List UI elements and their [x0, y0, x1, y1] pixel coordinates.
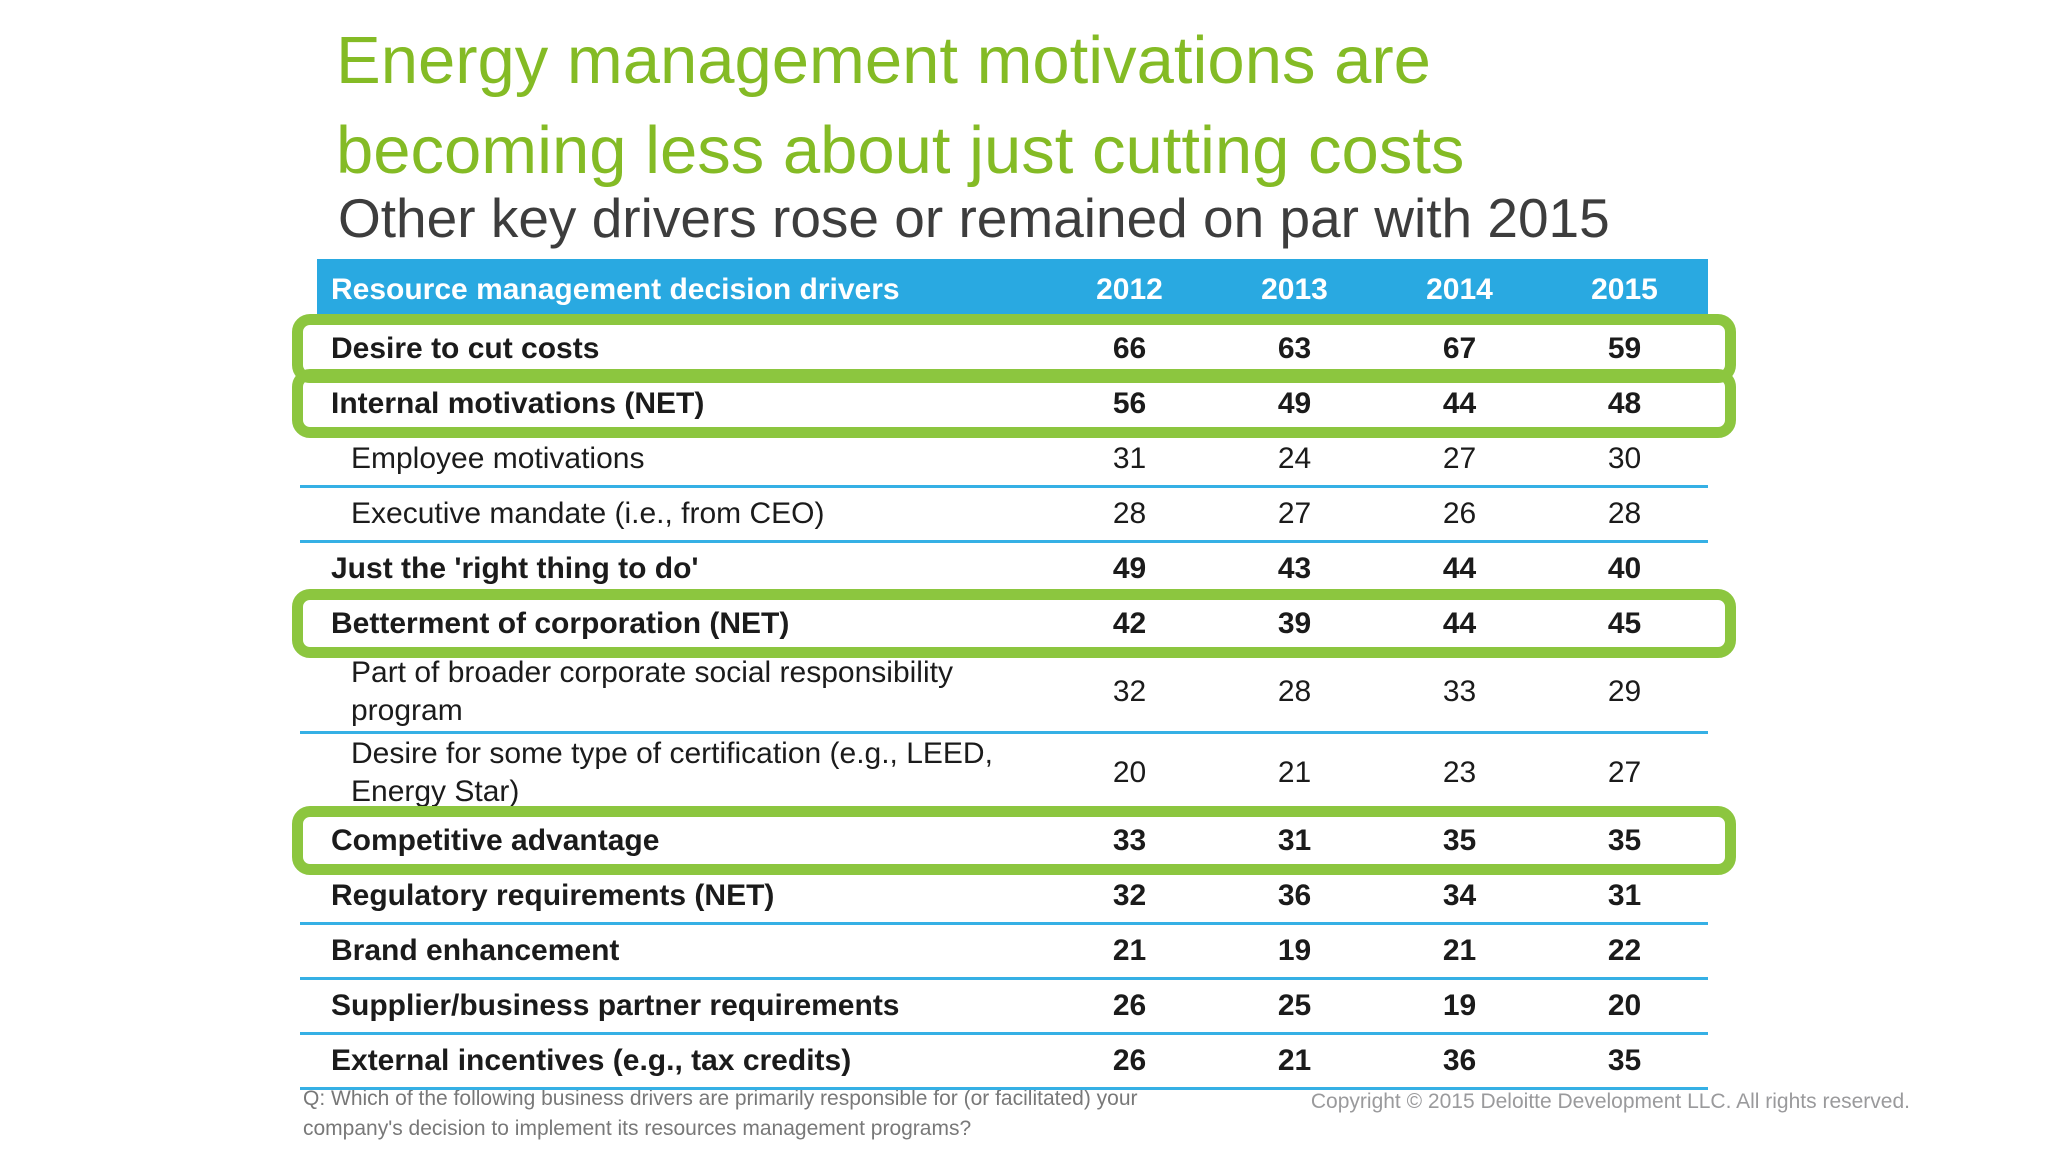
- row-value: 21: [1277, 1043, 1312, 1077]
- row-value: 21: [1277, 755, 1312, 789]
- decision-drivers-table: Resource management decision drivers 201…: [292, 259, 1736, 1090]
- row-value: 22: [1607, 933, 1642, 967]
- table-header-row: Resource management decision drivers 201…: [317, 259, 1708, 321]
- row-label: Brand enhancement: [331, 933, 620, 967]
- row-value: 21: [1442, 933, 1477, 967]
- row-value: 24: [1277, 441, 1312, 475]
- row-value: 67: [1442, 331, 1477, 365]
- row-value: 27: [1442, 441, 1477, 475]
- row-value: 32: [1112, 878, 1147, 912]
- row-label: Supplier/business partner requirements: [331, 988, 900, 1022]
- row-value: 26: [1112, 1043, 1147, 1077]
- row-label: Regulatory requirements (NET): [331, 878, 775, 912]
- table-row: Brand enhancement 21 19 21 22: [300, 923, 1708, 980]
- row-value: 49: [1277, 386, 1312, 420]
- row-value: 20: [1112, 755, 1147, 789]
- row-value: 25: [1277, 988, 1312, 1022]
- row-value: 35: [1607, 823, 1642, 857]
- row-value: 59: [1607, 331, 1642, 365]
- row-value: 29: [1607, 674, 1642, 708]
- row-value: 33: [1442, 674, 1477, 708]
- slide-subtitle: Other key drivers rose or remained on pa…: [338, 187, 1610, 249]
- row-value: 26: [1112, 988, 1147, 1022]
- table-row: Executive mandate (i.e., from CEO) 28 27…: [300, 486, 1708, 543]
- row-value: 26: [1442, 496, 1477, 530]
- survey-question-footnote: Q: Which of the following business drive…: [303, 1087, 1138, 1140]
- slide-title-line2: becoming less about just cutting costs: [336, 113, 1465, 188]
- row-value: 44: [1442, 386, 1477, 420]
- table-header-year-2013: 2013: [1261, 273, 1328, 306]
- table-row: Internal motivations (NET) 56 49 44 48: [292, 369, 1736, 438]
- slide-title-line1: Energy management motivations are: [336, 23, 1431, 98]
- row-label: Desire to cut costs: [331, 331, 600, 365]
- row-value: 35: [1442, 823, 1477, 857]
- row-value: 43: [1277, 551, 1312, 585]
- table-row: Just the 'right thing to do' 49 43 44 40: [317, 541, 1708, 596]
- row-value: 35: [1607, 1043, 1642, 1077]
- row-label: Internal motivations (NET): [331, 386, 705, 420]
- row-value: 48: [1607, 386, 1642, 420]
- row-value: 49: [1112, 551, 1147, 585]
- row-value: 27: [1607, 755, 1642, 789]
- row-value: 44: [1442, 606, 1477, 640]
- table-row: Supplier/business partner requirements 2…: [300, 978, 1708, 1035]
- table-row: Betterment of corporation (NET) 42 39 44…: [292, 589, 1736, 658]
- table-row: Regulatory requirements (NET) 32 36 34 3…: [300, 868, 1708, 925]
- table-row: Employee motivations 31 24 27 30: [300, 431, 1708, 488]
- row-value: 28: [1112, 496, 1147, 530]
- table-header-year-2014: 2014: [1426, 273, 1493, 306]
- row-value: 33: [1112, 823, 1147, 857]
- row-value: 66: [1112, 331, 1147, 365]
- table-header-year-2015: 2015: [1591, 273, 1658, 306]
- row-value: 28: [1607, 496, 1642, 530]
- row-value: 31: [1112, 441, 1147, 475]
- row-value: 20: [1607, 988, 1642, 1022]
- table-row: Part of broader corporate social respons…: [300, 651, 1708, 734]
- row-value: 36: [1442, 1043, 1477, 1077]
- table-header-label: Resource management decision drivers: [331, 273, 900, 306]
- row-value: 56: [1112, 386, 1147, 420]
- row-value: 32: [1112, 674, 1147, 708]
- row-value: 30: [1607, 441, 1642, 475]
- row-value: 19: [1442, 988, 1477, 1022]
- row-value: 31: [1607, 878, 1642, 912]
- row-value: 31: [1277, 823, 1312, 857]
- row-value: 39: [1277, 606, 1312, 640]
- row-value: 40: [1607, 551, 1642, 585]
- row-value: 27: [1277, 496, 1312, 530]
- row-value: 34: [1442, 878, 1477, 912]
- row-label: Just the 'right thing to do': [331, 551, 699, 585]
- row-label: External incentives (e.g., tax credits): [331, 1043, 852, 1077]
- copyright-notice: Copyright © 2015 Deloitte Development LL…: [1310, 1090, 1910, 1113]
- row-value: 21: [1112, 933, 1147, 967]
- table-row: Desire for some type of certification (e…: [317, 732, 1708, 813]
- row-label: Betterment of corporation (NET): [331, 606, 790, 640]
- table-header-year-2012: 2012: [1096, 273, 1163, 306]
- table-row: External incentives (e.g., tax credits) …: [300, 1033, 1708, 1090]
- row-value: 44: [1442, 551, 1477, 585]
- row-label: Desire for some type of certification (e…: [351, 736, 993, 808]
- row-label: Executive mandate (i.e., from CEO): [351, 496, 825, 530]
- row-value: 23: [1442, 755, 1477, 789]
- row-value: 42: [1112, 606, 1147, 640]
- table-row: Competitive advantage 33 31 35 35: [292, 806, 1736, 875]
- row-label: Competitive advantage: [331, 823, 660, 857]
- row-value: 45: [1607, 606, 1642, 640]
- row-label: Employee motivations: [351, 441, 645, 475]
- row-value: 28: [1277, 674, 1312, 708]
- table-row: Desire to cut costs 66 63 67 59: [292, 314, 1736, 383]
- row-value: 36: [1277, 878, 1312, 912]
- row-value: 19: [1277, 933, 1312, 967]
- row-value: 63: [1277, 331, 1312, 365]
- slide-title: Energy management motivations are becomi…: [336, 16, 1464, 196]
- row-label: Part of broader corporate social respons…: [351, 655, 953, 727]
